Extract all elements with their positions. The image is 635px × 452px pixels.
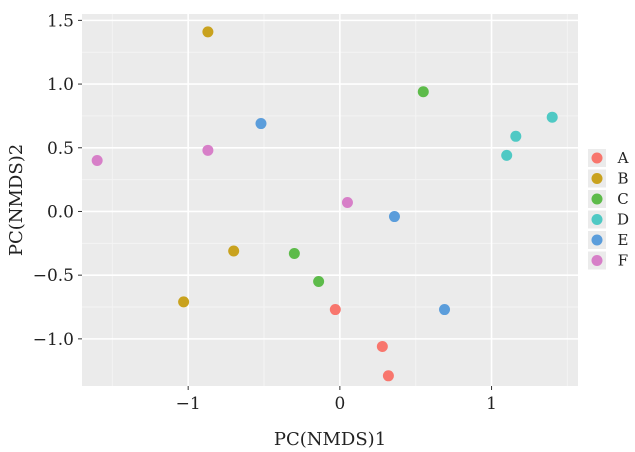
data-points: [91, 26, 558, 382]
legend-label-c: C: [617, 190, 628, 208]
major-grid: [82, 14, 578, 386]
y-tick-label: 0.0: [47, 202, 74, 222]
legend-label-d: D: [617, 211, 629, 229]
data-point-b: [202, 26, 214, 38]
x-tick-label: 0: [334, 394, 345, 414]
data-point-f: [91, 155, 103, 167]
data-point-c: [313, 276, 325, 288]
data-point-a: [329, 304, 341, 316]
data-point-e: [255, 118, 267, 130]
data-point-b: [178, 296, 190, 308]
y-tick-label: −0.5: [33, 266, 74, 286]
data-point-c: [417, 86, 429, 98]
y-tick-label: 0.5: [47, 139, 74, 159]
legend-key-e: [591, 234, 603, 246]
legend-key-f: [591, 255, 603, 266]
legend-label-a: A: [617, 149, 629, 167]
legend-key-c: [591, 193, 603, 205]
data-point-b: [228, 245, 240, 257]
data-point-d: [501, 149, 513, 161]
data-point-e: [388, 211, 400, 223]
minor-grid: [82, 14, 578, 386]
legend-key-d: [591, 214, 603, 225]
y-axis-ticks: 1.5 1.0 0.5 0.0 −0.5 −1.0: [33, 11, 82, 350]
x-tick-label: 1: [486, 394, 497, 414]
plot-panel: [82, 14, 578, 386]
legend-label-f: F: [618, 252, 628, 270]
data-point-d: [510, 130, 522, 142]
data-point-e: [439, 304, 451, 316]
data-point-d: [546, 111, 558, 123]
data-point-f: [341, 197, 353, 209]
data-point-f: [202, 144, 214, 156]
y-tick-label: 1.0: [47, 75, 74, 95]
legend-label-b: B: [617, 170, 628, 188]
data-point-a: [376, 341, 388, 353]
y-tick-label: −1.0: [33, 330, 74, 350]
legend-key-b: [591, 173, 603, 184]
x-axis-title: PC(NMDS)1: [274, 429, 386, 450]
legend-label-e: E: [618, 231, 629, 249]
y-tick-label: 1.5: [47, 11, 74, 31]
y-axis-title: PC(NMDS)2: [6, 144, 27, 256]
data-point-c: [288, 248, 300, 260]
legend-key-a: [591, 152, 603, 164]
data-point-a: [382, 370, 394, 382]
x-tick-label: −1: [176, 394, 201, 414]
x-axis-ticks: −1 0 1: [176, 386, 497, 414]
